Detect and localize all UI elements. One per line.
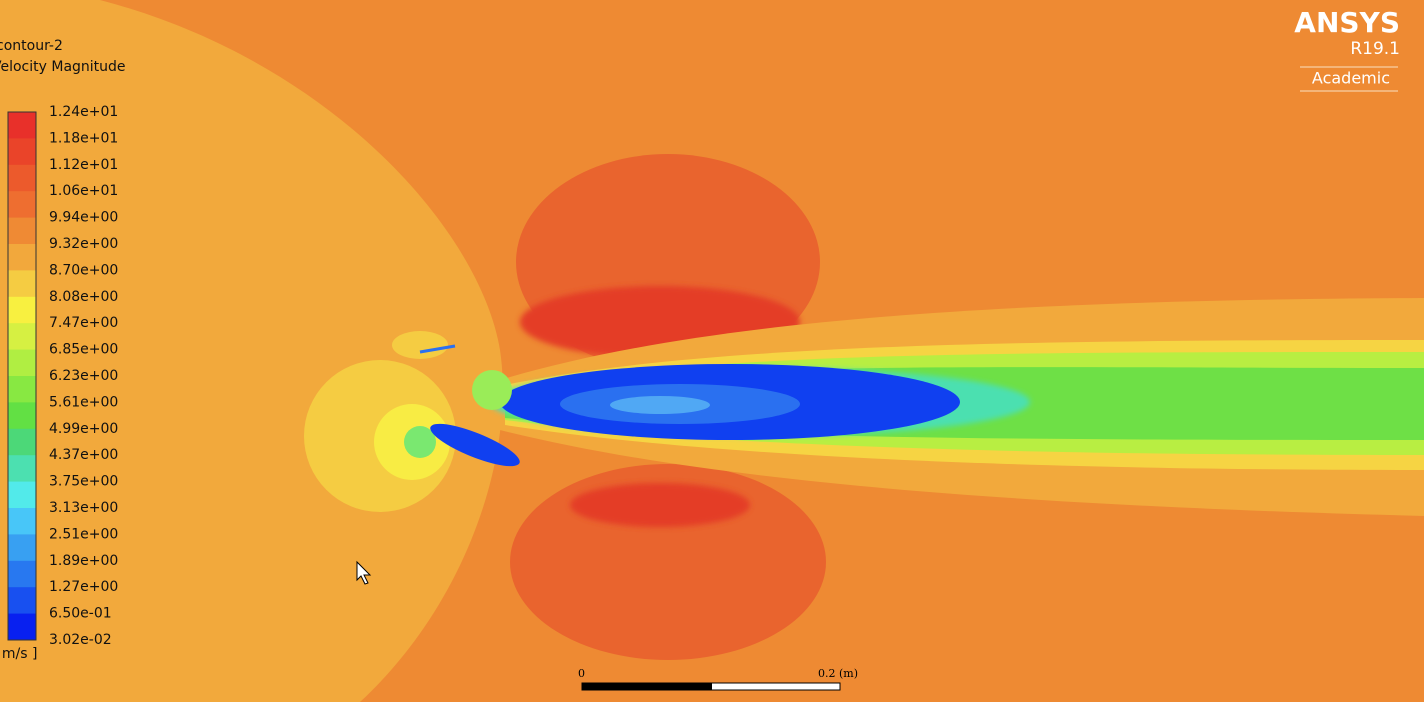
legend-swatch [8, 112, 36, 139]
ansys-logo: ANSYS R19.1 Academic [1294, 6, 1400, 92]
legend-label: 1.12e+01 [49, 157, 118, 173]
legend-swatch [8, 191, 36, 219]
legend-label: 9.32e+00 [49, 236, 118, 252]
logo-brand: ANSYS [1294, 6, 1400, 39]
legend-label: 3.02e-02 [49, 632, 112, 648]
legend-swatch [8, 508, 36, 535]
logo-release: R19.1 [1350, 39, 1400, 59]
legend-label: 1.18e+01 [49, 130, 118, 146]
legend-swatch [8, 613, 36, 641]
legend-swatch [8, 349, 36, 377]
legend-swatch [8, 323, 36, 351]
legend-units: [ m/s ] [0, 646, 37, 662]
legend-swatch [8, 376, 36, 403]
legend-swatch [8, 587, 36, 615]
legend-label: 1.89e+00 [49, 553, 118, 569]
legend-label: 4.99e+00 [49, 421, 118, 437]
logo-edition: Academic [1312, 69, 1390, 88]
legend-label: 6.50e-01 [49, 606, 112, 622]
legend-frame [7, 111, 37, 641]
legend-label: 8.70e+00 [49, 262, 118, 278]
legend-label: 6.85e+00 [49, 342, 118, 358]
color-legend: contour-2 Velocity Magnitude [ m/s ] 1.2… [0, 38, 126, 662]
legend-quantity: Velocity Magnitude [0, 59, 126, 75]
legend-label: 2.51e+00 [49, 526, 118, 542]
legend-label: 7.47e+00 [49, 315, 118, 331]
legend-label: 1.27e+00 [49, 579, 118, 595]
legend-swatch [8, 164, 36, 192]
legend-swatch [8, 481, 36, 509]
legend-label: 5.61e+00 [49, 394, 118, 410]
legend-title: contour-2 [0, 38, 63, 54]
legend-label: 1.06e+01 [49, 183, 118, 199]
legend-swatch [8, 560, 36, 588]
legend-swatch [8, 402, 36, 430]
legend-label: 3.75e+00 [49, 474, 118, 490]
legend-label: 9.94e+00 [49, 210, 118, 226]
legend-label: 1.24e+01 [49, 104, 118, 120]
legend-swatch [8, 217, 36, 245]
legend-swatch [8, 244, 36, 271]
legend-label: 3.13e+00 [49, 500, 118, 516]
legend-swatch [8, 270, 36, 298]
legend-label: 8.08e+00 [49, 289, 118, 305]
legend-swatch [8, 428, 36, 456]
legend-swatch [8, 534, 36, 562]
scale-start: 0 [578, 667, 585, 680]
legend-swatch [8, 296, 36, 324]
scale-end: 0.2 (m) [818, 667, 858, 680]
mouse-cursor [356, 560, 372, 585]
scale-bar: 0 0.2 (m) [578, 667, 858, 691]
legend-label: 4.37e+00 [49, 447, 118, 463]
legend-swatch [8, 455, 36, 483]
legend-swatch [8, 138, 36, 166]
legend-label: 6.23e+00 [49, 368, 118, 384]
